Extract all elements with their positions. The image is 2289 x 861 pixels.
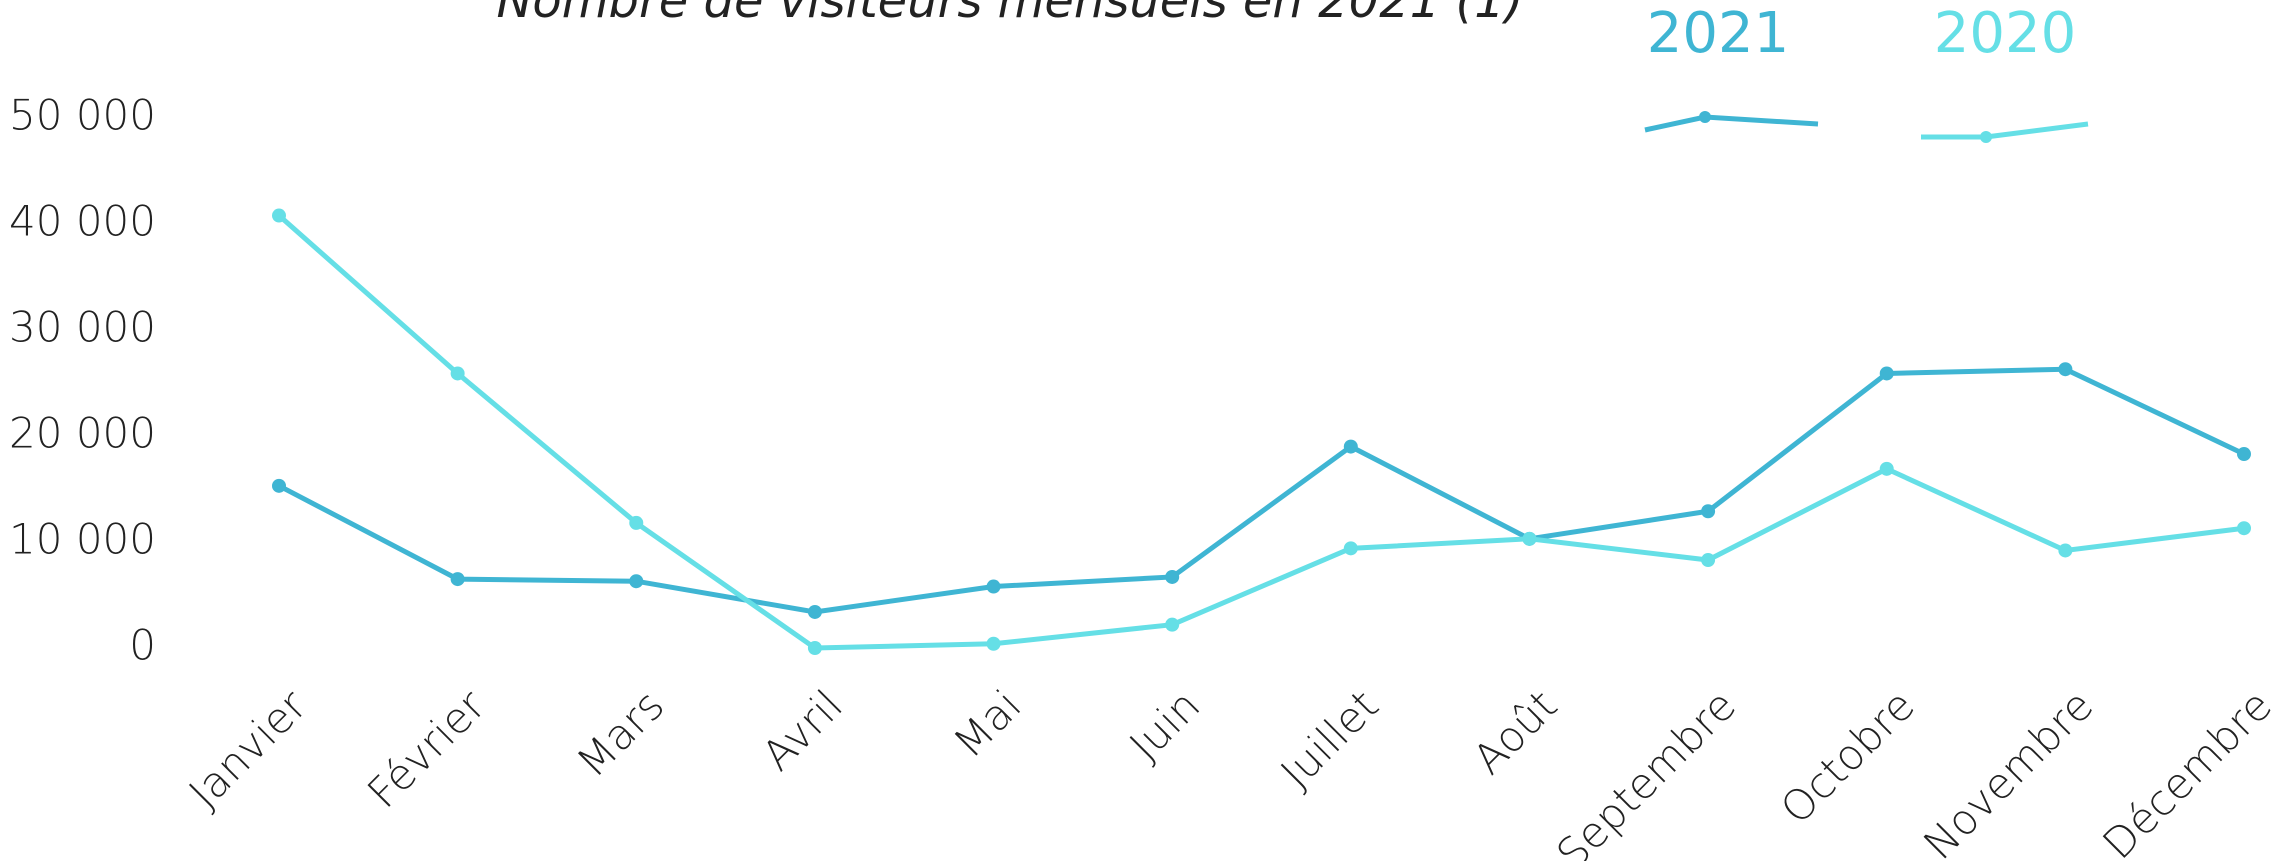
data-point <box>1879 366 1894 381</box>
data-point <box>1522 531 1537 546</box>
data-point <box>807 604 822 619</box>
x-tick-label: Mars <box>567 681 673 787</box>
data-point <box>272 478 286 493</box>
legend-swatch <box>1644 114 1819 133</box>
data-point <box>986 579 1001 594</box>
data-point <box>272 208 286 223</box>
x-tick-label: Février <box>358 680 495 817</box>
x-tick-label: Novembre <box>1914 681 2102 861</box>
data-point <box>2237 521 2251 536</box>
data-point <box>807 641 822 655</box>
data-point <box>986 636 1001 651</box>
y-tick-label: 0 <box>129 621 156 670</box>
y-tick-label: 50 000 <box>9 91 156 140</box>
data-point <box>1165 569 1180 584</box>
legend-marker <box>1980 131 1992 143</box>
data-point <box>1165 617 1180 632</box>
data-point <box>450 572 465 587</box>
y-tick-label: 10 000 <box>9 515 156 564</box>
x-tick-label: Mai <box>944 681 1031 768</box>
x-tick-label: Octobre <box>1771 681 1924 834</box>
y-tick-label: 30 000 <box>9 303 156 352</box>
data-point <box>450 366 465 381</box>
data-point <box>1701 553 1716 568</box>
x-tick-label: Août <box>1464 681 1567 784</box>
legend-label: 2020 <box>1934 1 2077 66</box>
data-point <box>1701 504 1716 519</box>
x-tick-label: Janvier <box>179 680 316 817</box>
data-point <box>1343 439 1358 454</box>
data-point <box>1879 461 1894 476</box>
x-tick-label: Décembre <box>2093 681 2281 861</box>
legend-marker <box>1699 111 1711 123</box>
x-tick-label: Avril <box>753 681 853 781</box>
data-point <box>2058 362 2073 377</box>
data-point <box>1343 541 1358 556</box>
legend-swatch <box>1921 121 2089 140</box>
y-tick-label: 40 000 <box>9 197 156 246</box>
legend-label: 2021 <box>1647 1 1790 66</box>
series-line <box>277 213 2245 651</box>
chart-title: Nombre de visiteurs mensuels en 2021 (1) <box>496 0 1523 29</box>
x-tick-label: Septembre <box>1547 681 1745 861</box>
data-point <box>629 515 644 530</box>
data-point <box>2058 543 2073 558</box>
series-line <box>277 366 2246 615</box>
data-point <box>629 574 644 589</box>
x-tick-label: Juillet <box>1271 681 1388 798</box>
data-point <box>2237 447 2251 462</box>
x-tick-label: Juin <box>1120 681 1209 770</box>
y-tick-label: 20 000 <box>9 409 156 458</box>
